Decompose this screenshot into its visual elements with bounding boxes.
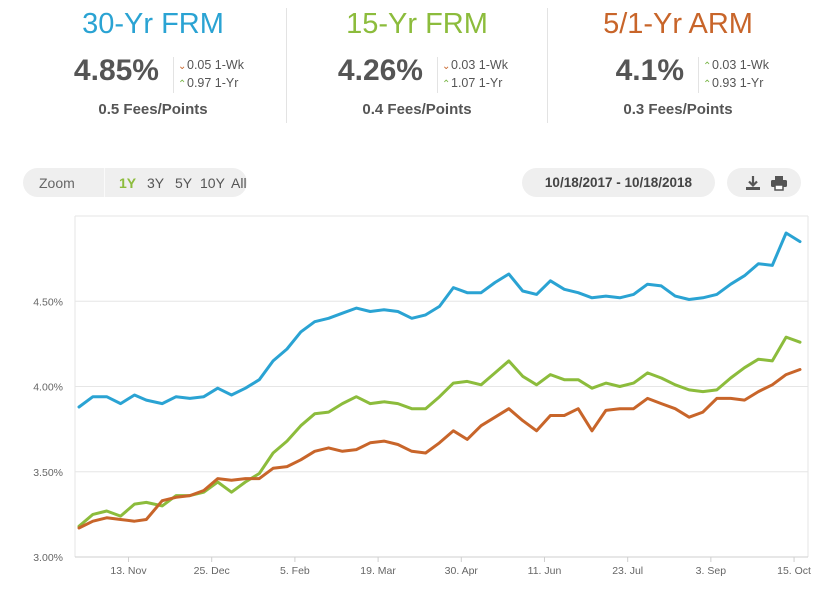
x-tick-label: 19. Mar xyxy=(360,565,396,577)
zoom-5y-button[interactable]: 5Y xyxy=(175,175,193,191)
stat-title: 15-Yr FRM xyxy=(346,8,488,40)
change-arrow-icon: ⌄ xyxy=(178,61,187,72)
chart-tools xyxy=(727,168,801,197)
stat-fees: 0.4 Fees/Points xyxy=(362,101,472,118)
weekly-change: 0.05 1-Wk xyxy=(187,58,244,72)
series-line-2 xyxy=(77,368,802,530)
stat-title: 30-Yr FRM xyxy=(82,8,224,40)
stat-fees: 0.5 Fees/Points xyxy=(98,101,208,118)
download-icon[interactable] xyxy=(744,174,762,192)
weekly-change: 0.03 1-Wk xyxy=(451,58,508,72)
y-tick-label: 3.00% xyxy=(33,552,63,564)
series-line-0 xyxy=(77,231,802,409)
divider xyxy=(286,8,287,123)
zoom-bar: Zoom 1Y 3Y 5Y 10Y All xyxy=(23,168,247,197)
x-tick-label: 3. Sep xyxy=(696,565,727,577)
stat-rate: 4.85% xyxy=(73,54,159,87)
zoom-10y-button[interactable]: 10Y xyxy=(200,175,225,191)
change-arrow-icon: ⌄ xyxy=(442,61,451,72)
stat-fees: 0.3 Fees/Points xyxy=(623,101,733,118)
x-tick-label: 5. Feb xyxy=(280,565,310,577)
zoom-separator xyxy=(104,168,105,197)
y-tick-label: 4.50% xyxy=(33,296,63,308)
change-arrow-icon: ⌃ xyxy=(178,79,187,90)
stat-rate: 4.26% xyxy=(337,54,423,87)
x-tick-label: 25. Dec xyxy=(194,565,230,577)
weekly-change: 0.03 1-Wk xyxy=(712,58,769,72)
zoom-1y-button[interactable]: 1Y xyxy=(119,175,137,191)
stat-changes: ⌄0.03 1-Wk ⌃1.07 1-Yr xyxy=(437,57,508,93)
x-tick-label: 23. Jul xyxy=(612,565,643,577)
stat-rate: 4.1% xyxy=(615,54,684,87)
x-tick-label: 11. Jun xyxy=(528,565,562,577)
zoom-3y-button[interactable]: 3Y xyxy=(147,175,165,191)
x-tick-label: 13. Nov xyxy=(110,565,147,577)
y-tick-label: 4.00% xyxy=(33,382,63,394)
stat-changes: ⌃0.03 1-Wk ⌃0.93 1-Yr xyxy=(698,57,769,93)
stat-30yr-frm: 30-Yr FRM 4.85% ⌄0.05 1-Wk ⌃0.97 1-Yr 0.… xyxy=(23,0,283,130)
series-line-1 xyxy=(77,335,802,528)
yearly-change: 1.07 1-Yr xyxy=(451,76,503,90)
x-tick-label: 15. Oct xyxy=(777,565,811,577)
yearly-change: 0.93 1-Yr xyxy=(712,76,764,90)
change-arrow-icon: ⌃ xyxy=(442,79,451,90)
stat-changes: ⌄0.05 1-Wk ⌃0.97 1-Yr xyxy=(173,57,244,93)
stat-title: 5/1-Yr ARM xyxy=(603,8,753,40)
change-arrow-icon: ⌃ xyxy=(703,79,712,90)
date-range[interactable]: 10/18/2017 - 10/18/2018 xyxy=(522,168,715,197)
stat-15yr-frm: 15-Yr FRM 4.26% ⌄0.03 1-Wk ⌃1.07 1-Yr 0.… xyxy=(287,0,547,130)
yearly-change: 0.97 1-Yr xyxy=(187,76,239,90)
x-tick-label: 30. Apr xyxy=(445,565,479,577)
divider xyxy=(547,8,548,123)
y-tick-label: 3.50% xyxy=(33,467,63,479)
rate-summary: 30-Yr FRM 4.85% ⌄0.05 1-Wk ⌃0.97 1-Yr 0.… xyxy=(0,0,839,130)
change-arrow-icon: ⌃ xyxy=(703,61,712,72)
rates-line-chart: 3.00% 3.50% 4.00% 4.50% 13. Nov 25. Dec 5. Feb… xyxy=(33,215,811,577)
stat-51yr-arm: 5/1-Yr ARM 4.1% ⌃0.03 1-Wk ⌃0.93 1-Yr 0.… xyxy=(548,0,808,130)
zoom-label: Zoom xyxy=(39,175,75,191)
zoom-all-button[interactable]: All xyxy=(231,175,247,191)
print-icon[interactable] xyxy=(770,174,788,192)
